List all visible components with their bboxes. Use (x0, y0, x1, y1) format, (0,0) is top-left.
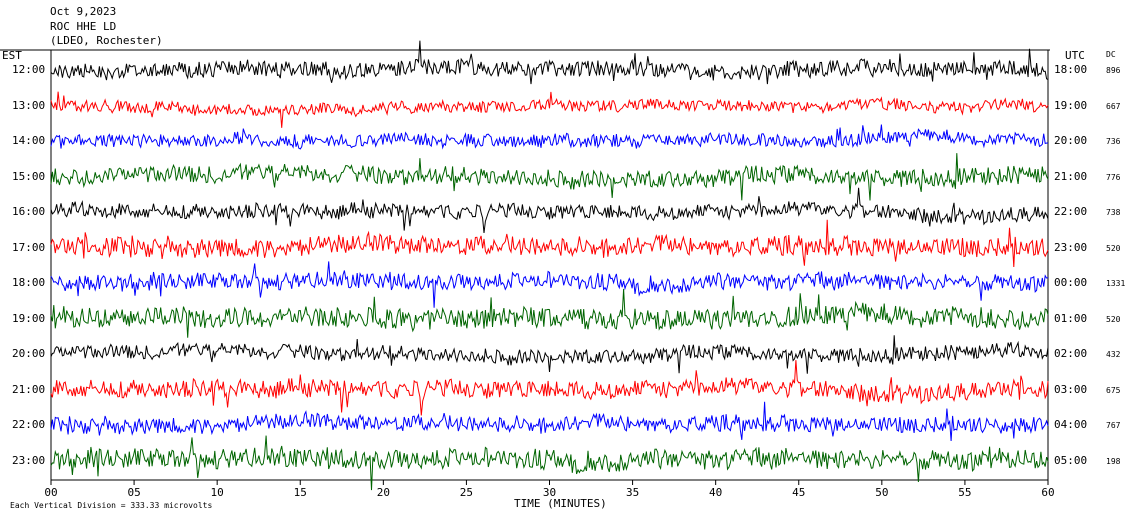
dc-value: 767 (1106, 421, 1121, 430)
dc-value: 776 (1106, 172, 1121, 182)
utc-hour-label: 21:00 (1054, 169, 1088, 183)
dc-value: 432 (1106, 350, 1121, 359)
network-label: (LDEO, Rochester) (50, 34, 163, 47)
utc-hour-label: 20:00 (1054, 134, 1088, 147)
x-tick-label: 40 (709, 486, 722, 499)
x-axis-title: TIME (MINUTES) (514, 497, 607, 510)
est-hour-label: 17:00 (12, 240, 46, 254)
utc-hour-label: 03:00 (1054, 382, 1088, 396)
x-tick-label: 45 (792, 486, 805, 499)
x-tick-label: 00 (44, 486, 57, 499)
station-label: ROC HHE LD (50, 20, 117, 33)
x-tick-label: 50 (875, 486, 888, 499)
trace-2200 (50, 401, 1049, 442)
dc-value: 520 (1106, 243, 1121, 253)
dc-value: 896 (1106, 66, 1121, 75)
dc-value: 675 (1106, 385, 1121, 395)
dc-value: 738 (1106, 208, 1121, 217)
utc-axis-title: UTC (1065, 49, 1085, 62)
x-tick-label: 20 (377, 486, 390, 499)
trace-2300 (50, 435, 1049, 491)
dc-value: 198 (1106, 456, 1121, 466)
date-label: Oct 9,2023 (50, 5, 117, 18)
trace-2100 (50, 360, 1049, 416)
trace-1900 (50, 288, 1049, 338)
utc-hour-label: 19:00 (1054, 98, 1088, 112)
dc-value: 1331 (1106, 279, 1126, 288)
trace-1700 (50, 219, 1049, 268)
est-hour-label: 15:00 (12, 169, 46, 183)
utc-hour-label: 18:00 (1054, 63, 1088, 76)
x-tick-label: 10 (211, 486, 224, 499)
est-hour-label: 14:00 (12, 134, 46, 147)
x-tick-label: 60 (1041, 486, 1054, 499)
x-tick-label: 30 (543, 486, 556, 499)
utc-hour-label: 05:00 (1054, 453, 1088, 467)
x-tick-label: 05 (127, 486, 140, 499)
est-hour-label: 21:00 (12, 382, 46, 396)
est-hour-label: 12:00 (12, 63, 46, 76)
est-hour-label: 16:00 (12, 205, 46, 218)
dc-value: 736 (1106, 137, 1121, 146)
trace-2000 (50, 335, 1049, 374)
est-hour-label: 20:00 (12, 347, 46, 360)
est-hour-label: 13:00 (12, 98, 46, 112)
utc-hour-label: 02:00 (1054, 347, 1088, 360)
trace-1300 (50, 91, 1049, 128)
est-hour-label: 19:00 (12, 311, 46, 325)
dc-value: 667 (1106, 101, 1121, 111)
est-axis-title: EST (2, 49, 22, 62)
dc-axis-title: DC (1106, 50, 1116, 59)
trace-1600 (50, 187, 1049, 234)
trace-1400 (50, 124, 1049, 150)
x-tick-label: 35 (626, 486, 639, 499)
trace-1500 (50, 153, 1049, 201)
utc-hour-label: 00:00 (1054, 276, 1088, 289)
trace-1200 (50, 40, 1049, 85)
dc-value: 520 (1106, 314, 1121, 324)
trace-1800 (50, 261, 1049, 308)
x-tick-label: 25 (460, 486, 473, 499)
utc-hour-label: 04:00 (1054, 418, 1088, 431)
x-tick-label: 55 (958, 486, 971, 499)
est-hour-label: 23:00 (12, 453, 46, 467)
est-hour-label: 18:00 (12, 276, 46, 289)
est-hour-label: 22:00 (12, 418, 46, 431)
x-tick-label: 15 (294, 486, 307, 499)
utc-hour-label: 01:00 (1054, 311, 1088, 325)
utc-hour-label: 22:00 (1054, 205, 1088, 218)
scale-note: Each Vertical Division = 333.33 microvol… (10, 501, 213, 510)
utc-hour-label: 23:00 (1054, 240, 1088, 254)
